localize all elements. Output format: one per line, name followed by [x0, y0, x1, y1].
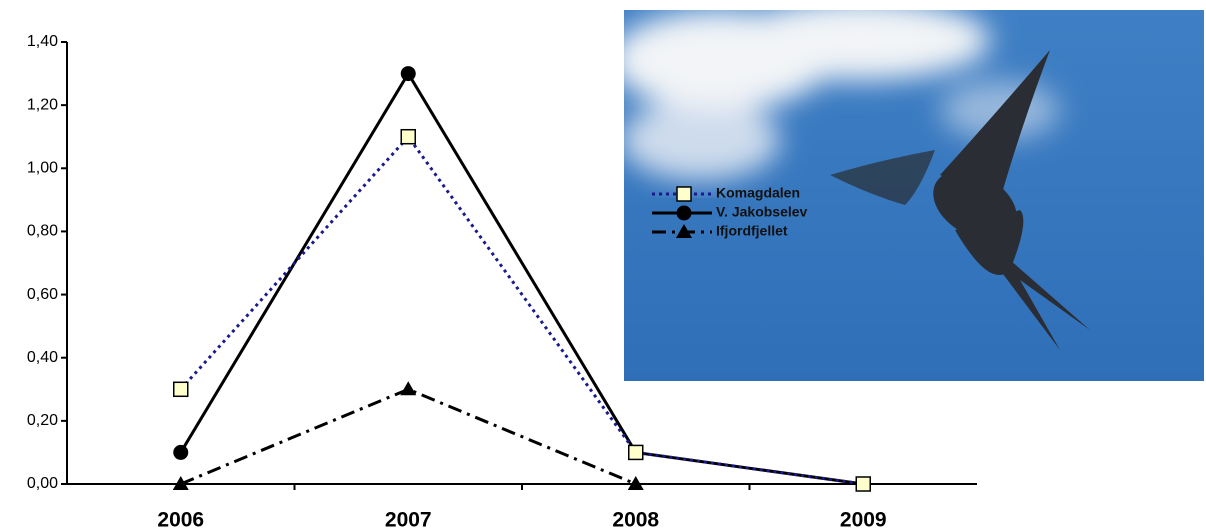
marker	[401, 67, 415, 81]
chart: Komagdalen V. Jakobselev Ifjordfjellet 0,0…	[0, 0, 1206, 532]
legend-label: Ifjordfjellet	[716, 223, 788, 239]
y-tick-label: 1,40	[27, 33, 58, 50]
marker	[401, 130, 415, 144]
y-tick-label: 0,20	[27, 412, 58, 429]
photo	[610, 0, 1204, 381]
marker	[677, 187, 691, 201]
y-tick-label: 0,40	[27, 349, 58, 366]
marker	[629, 445, 643, 459]
y-tick-label: 0,80	[27, 223, 58, 240]
marker	[174, 445, 188, 459]
x-tick-label: 2007	[385, 509, 432, 532]
legend-label: V. Jakobselev	[716, 204, 808, 220]
marker	[174, 382, 188, 396]
marker	[856, 477, 870, 491]
series-line	[181, 389, 636, 484]
y-tick-label: 1,20	[27, 96, 58, 113]
page: Komagdalen V. Jakobselev Ifjordfjellet 0,0…	[0, 0, 1206, 532]
marker	[677, 206, 691, 220]
legend-label: Komagdalen	[716, 185, 800, 201]
y-tick-label: 0,00	[27, 475, 58, 492]
x-tick-label: 2006	[157, 509, 204, 532]
y-tick-label: 1,00	[27, 160, 58, 177]
x-tick-label: 2009	[840, 509, 887, 532]
y-tick-label: 0,60	[27, 286, 58, 303]
marker	[400, 381, 416, 395]
x-tick-label: 2008	[612, 509, 659, 532]
